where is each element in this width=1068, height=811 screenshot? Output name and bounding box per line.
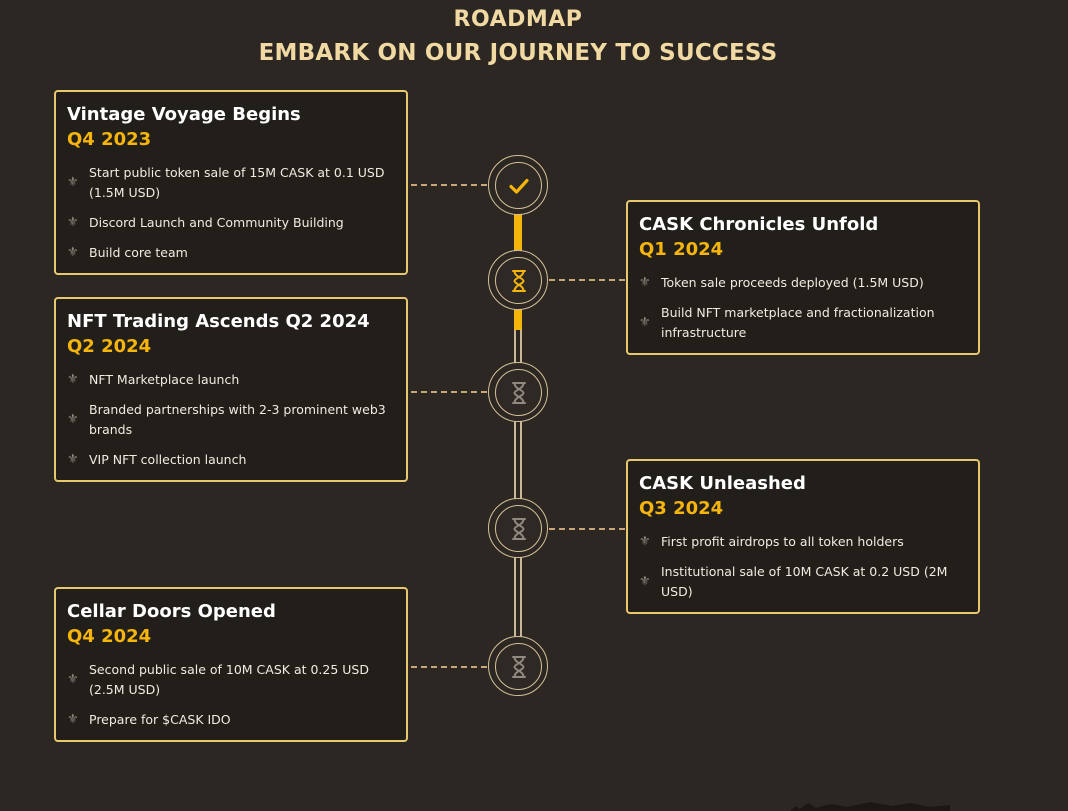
fleur-de-lis-icon: ⚜	[67, 175, 79, 190]
timeline-progress-segment	[514, 212, 522, 250]
milestone-item: ⚜ NFT Marketplace launch	[67, 370, 395, 390]
milestone-item: ⚜ Discord Launch and Community Building	[67, 213, 395, 233]
milestone-item: ⚜ Branded partnerships with 2-3 prominen…	[67, 402, 386, 437]
timeline-connector	[549, 279, 625, 281]
milestone-quarter: Q3 2024	[639, 498, 724, 519]
milestone-card: CASK Unleashed Q3 2024 ⚜ First profit ai…	[626, 459, 980, 614]
fleur-de-lis-icon: ⚜	[67, 215, 79, 230]
milestone-item: ⚜ Start public token sale of 15M CASK at…	[67, 165, 385, 200]
fleur-de-lis-icon: ⚜	[639, 574, 651, 589]
section-eyebrow: ROADMAP	[453, 7, 583, 32]
timeline-connector	[411, 184, 487, 186]
milestone-item: ⚜ Build NFT marketplace and fractionaliz…	[639, 305, 935, 340]
fleur-de-lis-icon: ⚜	[67, 452, 79, 467]
hourglass-icon	[511, 381, 526, 404]
milestone-item: ⚜ Institutional sale of 10M CASK at 0.2 …	[639, 564, 948, 599]
hourglass-icon	[511, 517, 526, 540]
fleur-de-lis-icon: ⚜	[67, 672, 79, 687]
timeline-node-upcoming	[488, 498, 548, 558]
fleur-de-lis-icon: ⚜	[639, 275, 651, 290]
hourglass-icon	[511, 655, 526, 678]
timeline-connector	[411, 391, 487, 393]
milestone-card: Cellar Doors Opened Q4 2024 ⚜ Second pub…	[54, 587, 408, 742]
timeline-connector	[411, 666, 487, 668]
timeline-progress-segment	[514, 310, 522, 330]
fleur-de-lis-icon: ⚜	[67, 245, 79, 260]
hourglass-icon	[511, 269, 526, 292]
milestone-title: Cellar Doors Opened	[67, 601, 276, 622]
milestone-title: NFT Trading Ascends Q2 2024	[67, 311, 370, 332]
check-icon	[508, 178, 529, 194]
fleur-de-lis-icon: ⚜	[67, 372, 79, 387]
timeline-node-in-progress	[488, 250, 548, 310]
milestone-item: ⚜ Second public sale of 10M CASK at 0.25…	[67, 662, 369, 697]
milestone-quarter: Q4 2024	[67, 626, 152, 647]
milestone-card: CASK Chronicles Unfold Q1 2024 ⚜ Token s…	[626, 200, 980, 355]
milestone-card: NFT Trading Ascends Q2 2024 Q2 2024 ⚜ NF…	[54, 297, 408, 482]
milestone-item: ⚜ VIP NFT collection launch	[67, 450, 395, 470]
timeline-node-completed	[488, 155, 548, 215]
fleur-de-lis-icon: ⚜	[639, 315, 651, 330]
section-headline: EMBARK ON OUR JOURNEY TO SUCCESS	[258, 40, 778, 66]
milestone-quarter: Q4 2023	[67, 129, 152, 150]
timeline-connector	[549, 528, 625, 530]
milestone-title: CASK Chronicles Unfold	[639, 214, 879, 235]
milestone-item: ⚜ Token sale proceeds deployed (1.5M USD…	[639, 273, 967, 293]
milestone-item: ⚜ First profit airdrops to all token hol…	[639, 532, 967, 552]
timeline-track	[514, 212, 522, 642]
fleur-de-lis-icon: ⚜	[67, 412, 79, 427]
milestone-quarter: Q1 2024	[639, 239, 724, 260]
milestone-title: Vintage Voyage Begins	[67, 104, 301, 125]
milestone-card: Vintage Voyage Begins Q4 2023 ⚜ Start pu…	[54, 90, 408, 275]
fleur-de-lis-icon: ⚜	[639, 534, 651, 549]
timeline-node-upcoming	[488, 362, 548, 422]
milestone-title: CASK Unleashed	[639, 473, 806, 494]
fleur-de-lis-icon: ⚜	[67, 712, 79, 727]
milestone-quarter: Q2 2024	[67, 336, 152, 357]
decorative-silhouette	[790, 802, 950, 811]
milestone-item: ⚜ Build core team	[67, 243, 395, 263]
timeline-node-upcoming	[488, 636, 548, 696]
milestone-item: ⚜ Prepare for $CASK IDO	[67, 710, 395, 730]
